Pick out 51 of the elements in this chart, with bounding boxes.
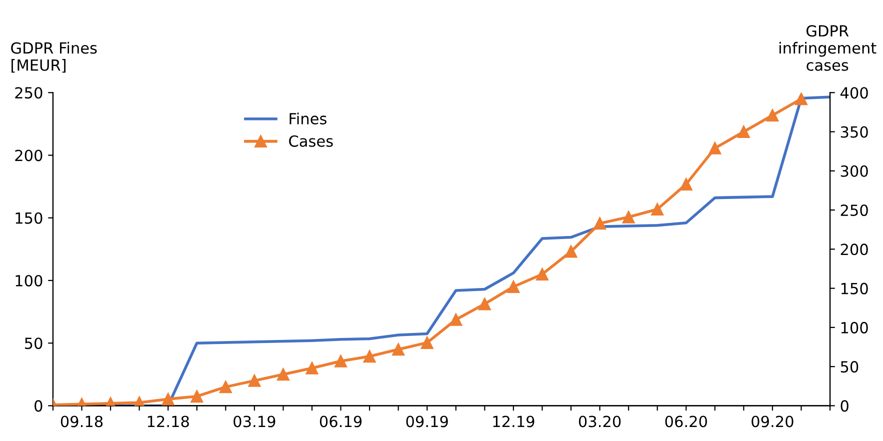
- legend-label: Cases: [289, 135, 333, 147]
- point: [219, 380, 232, 394]
- y2-tick-label: 400: [840, 87, 868, 99]
- point: [622, 210, 635, 224]
- y2-tick-label: 350: [840, 126, 868, 138]
- y2-axis-title: GDPR infringement cases: [780, 25, 876, 71]
- point: [420, 336, 434, 349]
- y-tick-label: 50: [24, 338, 42, 350]
- y2-tick-label: 250: [840, 204, 868, 216]
- point: [794, 92, 808, 106]
- x-tick-label: 09.18: [60, 416, 103, 428]
- legend-label: Fines: [290, 112, 326, 124]
- point: [248, 374, 261, 387]
- y2-tick-label: 50: [840, 361, 858, 373]
- point: [766, 109, 779, 122]
- y-tick-label: 200: [15, 150, 42, 162]
- point: [190, 390, 204, 403]
- point: [594, 217, 606, 230]
- x-tick-label: 09.20: [752, 416, 794, 428]
- y-tick-label: 100: [16, 274, 42, 286]
- x-tick-label: 12.19: [493, 416, 534, 428]
- x-tick-label: 03.20: [578, 416, 621, 428]
- point: [478, 298, 491, 310]
- y-tick-label: 0: [34, 400, 42, 412]
- y2-tick-label: 100: [841, 322, 868, 334]
- y2-tick-label: 200: [840, 244, 868, 256]
- y-tick-label: 150: [16, 212, 42, 224]
- point: [334, 354, 348, 368]
- x-tick-label: 03.19: [234, 416, 276, 428]
- point: [276, 368, 290, 381]
- y-axis-title: GDPR Fines [MEUR]: [11, 42, 97, 73]
- x-tick-label: 06.20: [665, 416, 707, 428]
- point: [162, 392, 174, 406]
- point: [680, 178, 692, 190]
- point: [450, 313, 462, 326]
- x-tick-label: 12.18: [148, 416, 189, 428]
- point: [564, 245, 578, 258]
- point: [737, 126, 750, 138]
- y2-tick-label: 150: [841, 282, 868, 294]
- y2-tick-label: 0: [840, 400, 848, 412]
- point: [536, 268, 548, 280]
- y2-tick-label: 300: [840, 165, 868, 177]
- point: [708, 142, 722, 154]
- x-tick-label: 06.19: [320, 416, 362, 428]
- point: [651, 202, 664, 216]
- x-tick-label: 09.19: [406, 416, 448, 428]
- point: [363, 350, 376, 363]
- point: [507, 280, 520, 293]
- point: [306, 362, 318, 374]
- y-tick-label: 250: [15, 87, 42, 99]
- point: [392, 343, 405, 356]
